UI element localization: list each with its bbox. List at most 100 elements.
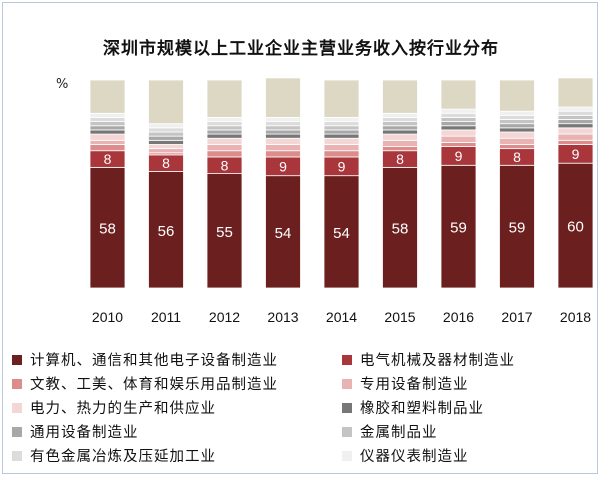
bar-segment-2010-s8 xyxy=(89,117,126,123)
bar-segment-2013-s4 xyxy=(265,137,301,145)
legend-item-8: 有色金属冶炼及压延加工业 xyxy=(12,445,216,466)
x-tick-2012: 2012 xyxy=(209,309,240,325)
bar-segment-2012-s10 xyxy=(206,79,243,118)
bar-segment-2016-s10 xyxy=(440,79,477,110)
data-label-2015-s0: 58 xyxy=(392,221,409,238)
bar-segment-2013-s5 xyxy=(265,133,301,139)
x-tick-2011: 2011 xyxy=(151,309,181,325)
bar-segment-2012-s2 xyxy=(206,150,243,158)
data-label-2015-s1: 8 xyxy=(396,151,404,167)
bar-segment-2012-s3 xyxy=(206,144,243,152)
data-label-2017-s1: 8 xyxy=(513,149,521,165)
bar-segment-2012-s6 xyxy=(206,129,243,135)
bar-segment-2015-s10 xyxy=(382,79,418,114)
bar-segment-2015-s4 xyxy=(382,133,418,141)
bar-segment-2016-s3 xyxy=(440,135,477,143)
x-tick-2016: 2016 xyxy=(443,309,474,325)
bar-segment-2018-s2 xyxy=(557,139,594,145)
legend-label: 计算机、通信和其他电子设备制造业 xyxy=(30,353,278,369)
bar-segment-2011-s10 xyxy=(148,79,184,125)
data-label-2010-s0: 58 xyxy=(99,221,116,238)
legend-item-6: 通用设备制造业 xyxy=(12,421,139,442)
bar-segment-2016-s6 xyxy=(440,121,477,127)
bar-segment-2013-s7 xyxy=(265,125,301,131)
bar-segment-2015-s9 xyxy=(382,112,418,118)
bar-segment-2013-s6 xyxy=(265,129,301,135)
bar-segment-2017-s0 xyxy=(499,164,535,289)
bar-segment-2014-s8 xyxy=(323,121,360,127)
bar-segment-2017-s5 xyxy=(499,127,535,133)
bar-segment-2011-s6 xyxy=(148,135,184,141)
bar-segment-2017-s6 xyxy=(499,123,535,129)
bar-segment-2014-s4 xyxy=(323,137,360,145)
legend-item-5: 橡胶和塑料制品业 xyxy=(342,397,484,418)
bar-segment-2014-s6 xyxy=(323,129,360,135)
bar-segment-2010-s10 xyxy=(89,79,126,114)
bar-segment-2010-s6 xyxy=(89,125,126,131)
legend-swatch xyxy=(12,354,22,365)
bar-segment-2018-s5 xyxy=(557,123,594,129)
bar-segment-2016-s8 xyxy=(440,112,477,118)
bar-segment-2010-s2 xyxy=(89,144,126,152)
bar-segment-2016-s0 xyxy=(440,164,477,289)
legend-item-4: 电力、热力的生产和供应业 xyxy=(12,397,216,418)
bar-segment-2014-s9 xyxy=(323,117,360,123)
x-tick-2014: 2014 xyxy=(326,309,357,325)
legend-item-7: 金属制品业 xyxy=(342,421,438,442)
legend-swatch xyxy=(12,402,22,413)
bar-segment-2010-s3 xyxy=(89,139,126,145)
bar-segment-2010-s7 xyxy=(89,121,126,127)
chart-frame xyxy=(2,2,598,474)
data-label-2011-s1: 8 xyxy=(162,155,170,171)
bar-segment-2018-s10 xyxy=(557,77,594,108)
data-label-2014-s1: 9 xyxy=(338,158,346,174)
bar-segment-2015-s2 xyxy=(382,146,418,152)
data-label-2012-s0: 55 xyxy=(216,224,233,241)
legend-item-9: 仪器仪表制造业 xyxy=(342,445,469,466)
data-label-2016-s0: 59 xyxy=(450,220,467,237)
data-label-2016-s1: 9 xyxy=(455,148,463,164)
data-label-2017-s0: 59 xyxy=(509,220,526,237)
data-label-2018-s1: 9 xyxy=(572,146,580,162)
x-tick-2013: 2013 xyxy=(267,309,298,325)
legend-item-2: 文教、工美、体育和娱乐用品制造业 xyxy=(12,373,278,394)
bar-segment-2017-s4 xyxy=(499,131,535,139)
bar-segment-2011-s5 xyxy=(148,139,184,145)
data-label-2013-s0: 54 xyxy=(275,225,292,242)
bar-segment-2017-s3 xyxy=(499,137,535,145)
bar-segment-2018-s4 xyxy=(557,127,594,135)
bar-segment-2012-s0 xyxy=(206,173,243,289)
stacked-bar-chart: 58 8 2010 56 8 2011 55 8 2012 54 9 2013 54 9 2014 58 8 20… xyxy=(89,77,594,325)
bar-segment-2011-s3 xyxy=(148,148,184,154)
bar-segment-2013-s9 xyxy=(265,117,301,123)
legend-label: 橡胶和塑料制品业 xyxy=(360,401,484,417)
bar-segment-2010-s0 xyxy=(89,166,126,289)
bar-segment-2010-s5 xyxy=(89,129,126,135)
legend-swatch xyxy=(342,426,352,437)
bar-segment-2015-s3 xyxy=(382,139,418,147)
legend-label: 有色金属冶炼及压延加工业 xyxy=(30,449,216,465)
bar-segment-2015-s6 xyxy=(382,125,418,131)
bar-segment-2018-s7 xyxy=(557,114,594,120)
legend-swatch xyxy=(342,450,352,461)
bar-segment-2016-s9 xyxy=(440,108,477,114)
bar-segment-2016-s4 xyxy=(440,129,477,137)
bar-segment-2012-s7 xyxy=(206,125,243,131)
legend-label: 通用设备制造业 xyxy=(30,425,139,441)
legend-item-1: 电气机械及器材制造业 xyxy=(342,349,515,370)
legend-swatch xyxy=(342,402,352,413)
bar-segment-2013-s0 xyxy=(265,175,301,289)
bar-segment-2012-s8 xyxy=(206,121,243,127)
bar-segment-2015-s8 xyxy=(382,117,418,123)
bar-segment-2012-s4 xyxy=(206,137,243,145)
bar-segment-2011-s4 xyxy=(148,144,184,150)
legend-swatch xyxy=(342,354,352,365)
legend-label: 金属制品业 xyxy=(360,425,438,441)
bar-segment-2017-s9 xyxy=(499,110,535,116)
bar-segment-2016-s7 xyxy=(440,117,477,123)
bar-segment-2018-s9 xyxy=(557,106,594,112)
bar-segment-2010-s4 xyxy=(89,133,126,141)
legend-item-0: 计算机、通信和其他电子设备制造业 xyxy=(12,349,278,370)
legend-swatch xyxy=(342,378,352,389)
bar-segment-2018-s3 xyxy=(557,133,594,141)
